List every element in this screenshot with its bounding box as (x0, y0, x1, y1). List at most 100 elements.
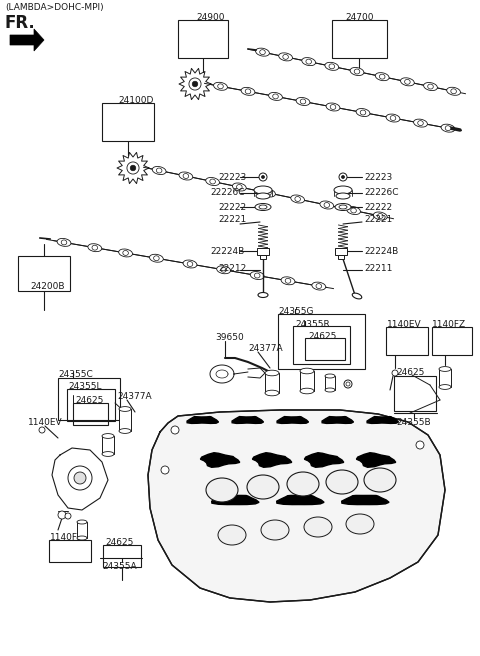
Text: FR.: FR. (5, 14, 36, 32)
Text: 22212: 22212 (218, 264, 246, 273)
Ellipse shape (418, 121, 423, 125)
Ellipse shape (330, 104, 336, 110)
Bar (58, 378, 120, 420)
Ellipse shape (312, 282, 326, 290)
Bar (394, 376, 436, 411)
Text: 39650: 39650 (215, 333, 244, 342)
Ellipse shape (379, 74, 385, 79)
Ellipse shape (386, 114, 400, 122)
Ellipse shape (77, 520, 87, 524)
Ellipse shape (218, 525, 246, 545)
Ellipse shape (334, 186, 352, 194)
Ellipse shape (423, 83, 437, 91)
Ellipse shape (414, 119, 427, 127)
Bar (265, 373, 279, 393)
Ellipse shape (451, 89, 456, 94)
Bar (119, 409, 131, 431)
Ellipse shape (187, 262, 193, 266)
Circle shape (192, 81, 198, 87)
Text: 24377A: 24377A (248, 344, 283, 353)
Text: 22223: 22223 (364, 173, 392, 182)
Ellipse shape (428, 84, 433, 89)
Ellipse shape (352, 293, 362, 299)
Ellipse shape (287, 472, 319, 496)
Ellipse shape (102, 451, 114, 457)
Ellipse shape (405, 79, 410, 84)
Circle shape (346, 382, 350, 386)
Ellipse shape (92, 245, 97, 250)
Bar (432, 327, 472, 355)
Ellipse shape (300, 368, 314, 374)
Polygon shape (148, 410, 445, 602)
Bar (178, 20, 228, 58)
Ellipse shape (183, 174, 189, 178)
Bar (257, 248, 269, 255)
Ellipse shape (447, 87, 460, 95)
Ellipse shape (255, 203, 271, 211)
Ellipse shape (320, 201, 334, 209)
Ellipse shape (279, 53, 292, 61)
Bar (338, 255, 344, 259)
Ellipse shape (149, 255, 163, 262)
Ellipse shape (281, 277, 295, 285)
Polygon shape (187, 417, 218, 423)
Bar (278, 314, 365, 369)
Ellipse shape (256, 193, 270, 199)
Text: 24900: 24900 (196, 13, 225, 22)
Text: 24355G: 24355G (278, 307, 313, 316)
Ellipse shape (119, 249, 132, 257)
Ellipse shape (439, 384, 451, 390)
Polygon shape (367, 417, 398, 423)
Bar (325, 376, 335, 390)
Bar (305, 338, 345, 360)
Bar (386, 327, 428, 355)
Text: 22223: 22223 (218, 173, 246, 182)
Bar (49, 540, 91, 562)
Ellipse shape (262, 189, 276, 197)
Ellipse shape (119, 407, 131, 411)
Bar (103, 545, 141, 567)
Circle shape (339, 173, 347, 181)
Text: 24625: 24625 (75, 396, 103, 405)
Circle shape (68, 466, 92, 490)
Text: 24100D: 24100D (118, 96, 154, 105)
Text: 22226C: 22226C (364, 188, 398, 197)
Polygon shape (10, 29, 44, 51)
Polygon shape (201, 453, 240, 467)
Circle shape (74, 472, 86, 484)
Ellipse shape (346, 514, 374, 534)
Ellipse shape (218, 84, 223, 89)
Polygon shape (232, 417, 264, 423)
Ellipse shape (329, 64, 335, 69)
Ellipse shape (259, 205, 267, 209)
Text: 24625: 24625 (105, 538, 133, 547)
Ellipse shape (347, 207, 360, 215)
Ellipse shape (210, 179, 216, 184)
Text: (LAMBDA>DOHC-MPI): (LAMBDA>DOHC-MPI) (5, 3, 104, 12)
Text: 24625: 24625 (308, 332, 336, 341)
Ellipse shape (335, 203, 351, 211)
Ellipse shape (364, 468, 396, 492)
Bar (439, 369, 451, 387)
Text: 24377A: 24377A (117, 392, 152, 401)
Ellipse shape (61, 240, 67, 245)
Ellipse shape (273, 94, 278, 99)
Ellipse shape (57, 238, 71, 247)
Ellipse shape (441, 124, 455, 132)
Ellipse shape (265, 390, 279, 396)
Ellipse shape (119, 428, 131, 434)
Circle shape (39, 427, 45, 433)
Ellipse shape (325, 374, 335, 378)
Ellipse shape (152, 167, 166, 174)
Bar (335, 248, 347, 255)
Ellipse shape (360, 110, 366, 115)
Ellipse shape (439, 367, 451, 371)
Circle shape (416, 441, 424, 449)
Ellipse shape (377, 214, 383, 218)
Ellipse shape (206, 478, 238, 502)
Ellipse shape (247, 475, 279, 499)
Ellipse shape (325, 388, 335, 392)
Polygon shape (212, 495, 259, 504)
Ellipse shape (326, 103, 340, 111)
Bar (77, 522, 87, 538)
